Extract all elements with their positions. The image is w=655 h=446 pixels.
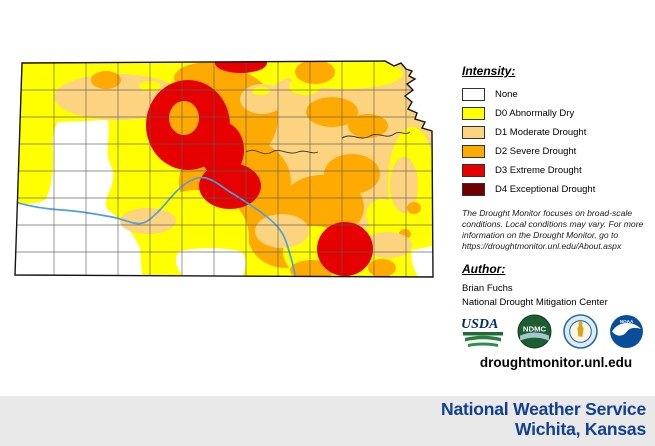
- legend-item-label: D0 Abnormally Dry: [495, 108, 575, 119]
- author-block: Author: Brian Fuchs National Drought Mit…: [462, 262, 650, 308]
- legend-swatch: [462, 164, 485, 177]
- d0-region: [366, 199, 398, 231]
- legend-swatch: [462, 126, 485, 139]
- footer-line1: National Weather Service: [441, 399, 646, 419]
- commerce-seal-icon: [563, 314, 598, 349]
- d2-region: [91, 71, 121, 89]
- legend-item-label: D2 Severe Drought: [495, 146, 577, 157]
- d2-region: [169, 101, 199, 135]
- ndmc-logo-text: NDMC: [523, 325, 547, 334]
- legend-item-label: D3 Extreme Drought: [495, 165, 582, 176]
- none-region-se-corner: [411, 246, 433, 277]
- arkansas-river: [15, 176, 296, 275]
- d1-region: [240, 84, 284, 114]
- d3-region: [215, 61, 267, 73]
- author-organization: National Drought Mitigation Center: [462, 297, 608, 308]
- legend-item: D3 Extreme Drought: [462, 161, 652, 180]
- d2-region: [348, 114, 388, 138]
- d2-region: [295, 61, 335, 84]
- legend-item: D2 Severe Drought: [462, 142, 652, 161]
- river-county-boundary: [245, 131, 411, 155]
- d2-region: [368, 259, 396, 277]
- noaa-logo-text: NOAA: [620, 319, 634, 324]
- nws-footer-banner: National Weather Service Wichita, Kansas: [0, 396, 655, 446]
- drought-layers: [15, 61, 433, 277]
- d1-region: [364, 232, 412, 258]
- legend-item-label: None: [495, 89, 518, 100]
- usda-logo-icon: USDA: [461, 317, 503, 347]
- usda-logo-text: USDA: [461, 317, 498, 332]
- legend-item: D0 Abnormally Dry: [462, 104, 652, 123]
- kansas-drought-map: [14, 60, 434, 278]
- legend-swatch: [462, 107, 485, 120]
- legend-item: None: [462, 85, 652, 104]
- legend-item: D4 Exceptional Drought: [462, 180, 652, 199]
- legend-item: D1 Moderate Drought: [462, 123, 652, 142]
- legend-swatch: [462, 183, 485, 196]
- d1-region: [255, 214, 309, 248]
- legend-swatch: [462, 145, 485, 158]
- d0-region: [252, 87, 270, 95]
- ndmc-logo-icon: NDMC: [517, 314, 552, 349]
- author-name: Brian Fuchs: [462, 283, 513, 294]
- d3-region: [199, 163, 261, 209]
- legend-swatch: [462, 88, 485, 101]
- author-heading: Author:: [462, 262, 506, 276]
- legend-item-label: D1 Moderate Drought: [495, 127, 587, 138]
- disclaimer-text: The Drought Monitor focuses on broad-sca…: [462, 208, 644, 251]
- d2-region: [306, 97, 358, 127]
- none-region-west: [15, 120, 142, 277]
- d2-region: [407, 202, 421, 214]
- legend-list: None D0 Abnormally Dry D1 Moderate Droug…: [462, 85, 652, 199]
- none-region-south: [176, 248, 246, 277]
- county-grid-lines: [15, 61, 433, 277]
- noaa-logo-icon: NOAA: [610, 315, 643, 348]
- legend-item-label: D4 Exceptional Drought: [495, 184, 596, 195]
- d3-region: [317, 222, 373, 276]
- d2-region: [324, 154, 380, 194]
- website-url: droughtmonitor.unl.edu: [479, 355, 633, 370]
- legend-title: Intensity:: [462, 64, 516, 78]
- legend-panel: Intensity: None D0 Abnormally Dry D1 Mod…: [462, 64, 652, 199]
- footer-line2: Wichita, Kansas: [514, 419, 646, 439]
- agency-logos: USDA NDMC NOAA: [460, 314, 652, 349]
